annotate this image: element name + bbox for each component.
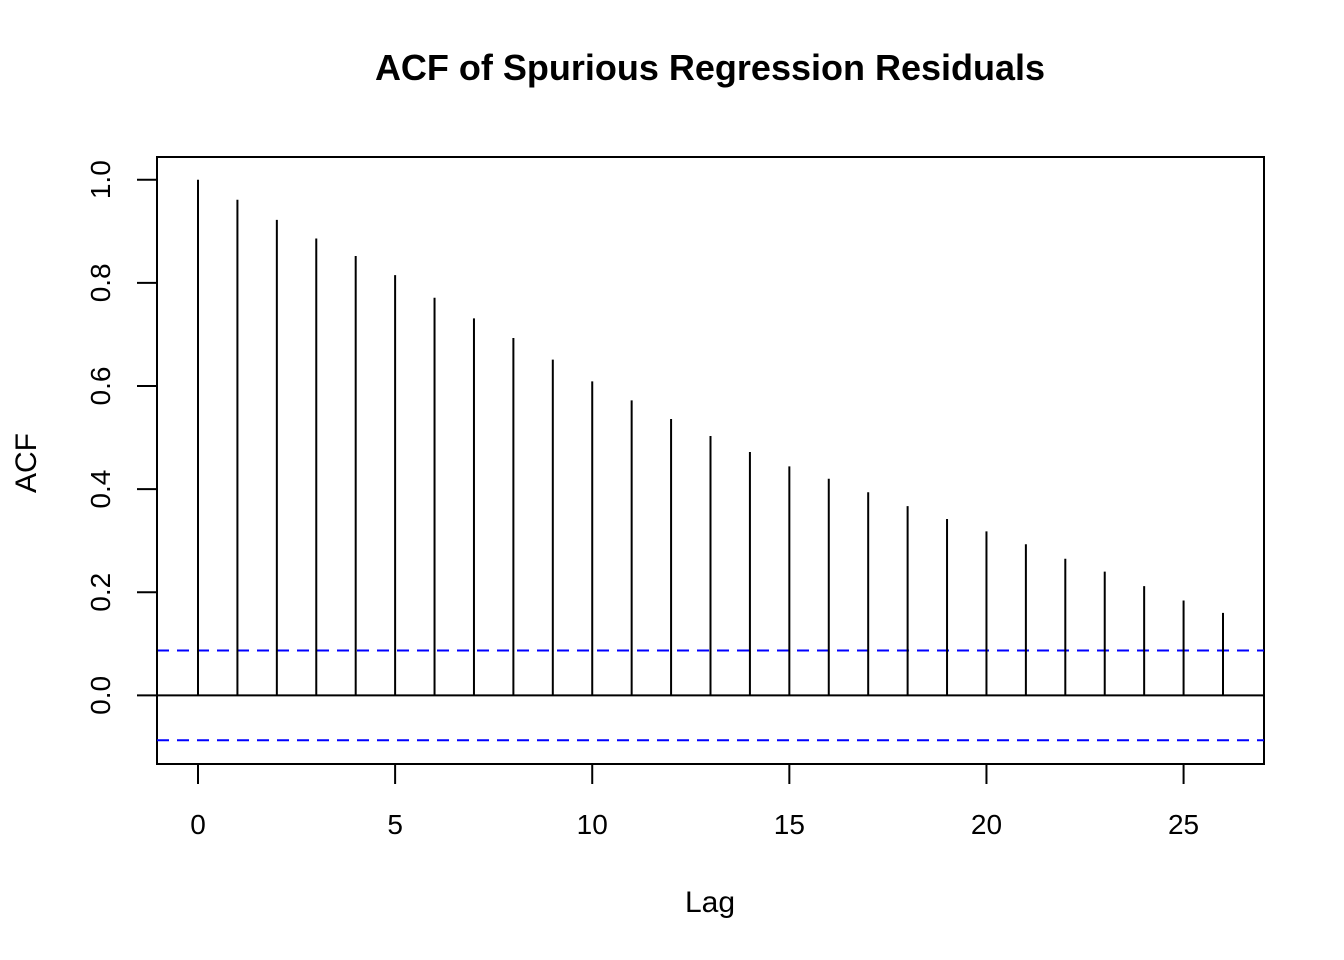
x-tick-label-20: 20	[971, 809, 1002, 840]
y-tick-label-3: 0.6	[85, 367, 116, 406]
x-tick-label-25: 25	[1168, 809, 1199, 840]
x-tick-label-5: 5	[387, 809, 403, 840]
chart-marks: 0 5 10 15 20 25 0.0 0.2 0.4 0.6 0.8 1.0	[85, 160, 1264, 840]
y-tick-label-0: 0.0	[85, 676, 116, 715]
y-tick-label-4: 0.8	[85, 263, 116, 302]
y-tick-label-5: 1.0	[85, 160, 116, 199]
x-tick-label-15: 15	[774, 809, 805, 840]
x-axis-label: Lag	[685, 886, 735, 919]
x-tick-label-0: 0	[190, 809, 206, 840]
chart-title: ACF of Spurious Regression Residuals	[375, 47, 1045, 88]
y-axis-label: ACF	[10, 433, 43, 493]
x-tick-label-10: 10	[577, 809, 608, 840]
y-tick-label-1: 0.2	[85, 573, 116, 612]
y-tick-label-2: 0.4	[85, 470, 116, 509]
